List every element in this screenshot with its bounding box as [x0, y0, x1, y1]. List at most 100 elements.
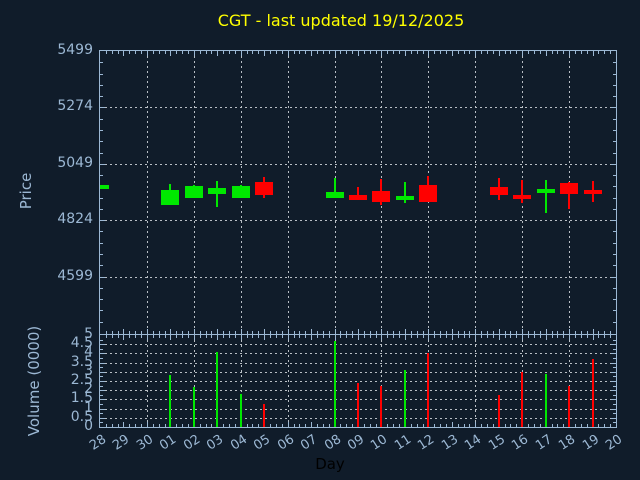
volume-y-tick [100, 362, 105, 364]
volume-y-tick [100, 367, 103, 369]
x-tick [440, 335, 442, 338]
volume-y-tick [613, 339, 616, 341]
x-tick [375, 51, 377, 54]
x-tick [281, 331, 283, 334]
x-tick [252, 331, 254, 334]
x-tick [334, 329, 336, 334]
x-tick [217, 51, 219, 56]
price-y-tick [613, 62, 616, 64]
x-tick [487, 331, 488, 334]
x-tick [275, 424, 277, 427]
volume-tick-label: 5 [84, 326, 93, 342]
x-tick [539, 51, 541, 54]
x-tick [293, 424, 295, 427]
x-tick [316, 335, 318, 338]
price-candlestick-plot [99, 50, 617, 335]
x-tick [475, 329, 477, 334]
x-tick [569, 335, 571, 340]
x-tick [111, 331, 113, 334]
x-tick [481, 424, 483, 427]
price-y-tick [100, 118, 103, 120]
price-axis-title: Price [17, 172, 35, 210]
x-tick-label: 20 [603, 432, 626, 454]
x-tick [528, 335, 530, 338]
x-tick [563, 424, 565, 427]
x-tick [598, 424, 600, 427]
x-tick [487, 51, 488, 54]
x-tick [229, 424, 230, 427]
x-tick [504, 335, 506, 338]
x-tick [281, 335, 283, 338]
candle-wick [544, 180, 547, 214]
x-tick [492, 331, 494, 334]
x-tick [358, 335, 359, 340]
volume-tick-label: 2.5 [70, 372, 93, 388]
x-tick [604, 335, 606, 338]
x-tick [135, 331, 137, 334]
x-tick [240, 329, 242, 334]
x-tick [105, 51, 107, 54]
volume-y-tick [100, 413, 103, 415]
price-y-tick [100, 310, 103, 312]
x-tick [404, 329, 406, 334]
x-tick [158, 331, 160, 334]
x-tick [516, 335, 518, 338]
volume-y-tick [613, 413, 616, 415]
price-y-tick [611, 276, 616, 278]
x-tick [293, 331, 295, 334]
x-tick [258, 424, 260, 427]
volume-vgridline [146, 335, 148, 427]
x-tick [440, 51, 442, 54]
x-tick [211, 335, 213, 338]
x-tick [557, 335, 559, 338]
x-tick [187, 335, 189, 338]
x-tick [129, 331, 131, 334]
x-tick [469, 424, 471, 427]
x-tick [498, 329, 500, 334]
x-tick [211, 424, 213, 427]
x-tick [117, 51, 119, 54]
x-tick [375, 424, 377, 427]
x-tick [539, 335, 541, 338]
volume-vgridline [569, 335, 571, 427]
x-tick [158, 424, 160, 427]
x-tick [528, 51, 530, 54]
x-tick [463, 424, 465, 427]
x-tick [340, 51, 342, 54]
x-tick [105, 331, 107, 334]
x-tick [123, 335, 125, 340]
x-tick [146, 335, 148, 340]
x-tick [252, 424, 254, 427]
x-tick [358, 329, 359, 334]
price-y-tick [100, 299, 103, 301]
x-tick [475, 51, 477, 56]
x-tick [539, 331, 541, 334]
x-tick [363, 331, 365, 334]
x-tick [223, 424, 225, 427]
x-tick [434, 331, 436, 334]
price-y-tick [611, 220, 616, 222]
x-tick [410, 424, 412, 427]
x-tick [393, 424, 395, 427]
volume-bar-01 [169, 374, 172, 427]
x-tick [340, 335, 342, 338]
x-tick [252, 51, 254, 54]
candle-body-28 [100, 184, 109, 190]
volume-y-tick [611, 353, 616, 355]
x-tick [369, 424, 371, 427]
x-tick [504, 424, 506, 427]
candle-body-18 [560, 183, 579, 194]
x-tick [299, 335, 301, 338]
x-tick [322, 424, 324, 427]
x-tick [293, 51, 295, 54]
candle-body-19 [583, 189, 602, 194]
x-tick [434, 335, 436, 338]
x-tick [158, 51, 160, 54]
x-tick [451, 51, 453, 56]
x-tick [275, 335, 277, 338]
x-tick [428, 329, 430, 334]
price-y-tick [611, 163, 616, 165]
x-tick [416, 331, 418, 334]
candle-body-03 [208, 188, 227, 195]
